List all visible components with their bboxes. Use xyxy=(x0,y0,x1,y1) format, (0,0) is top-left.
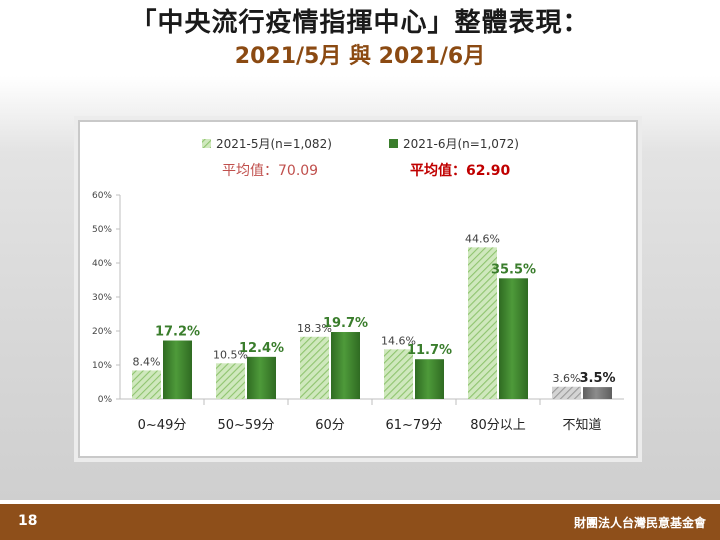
legend-label-series-2: 2021-6月(n=1,072) xyxy=(403,137,519,151)
legend-swatch-series-1 xyxy=(202,139,211,148)
y-tick-label: 60% xyxy=(92,191,112,201)
footer-bar xyxy=(0,504,720,540)
x-category-label: 0~49分 xyxy=(138,418,187,433)
bar-series-1 xyxy=(132,370,161,399)
y-tick-label: 20% xyxy=(92,327,112,337)
average-label-series-1: 平均值：70.09 xyxy=(222,163,318,179)
bar-series-2 xyxy=(415,359,444,399)
data-label-series-1: 8.4% xyxy=(133,355,161,368)
y-tick-label: 50% xyxy=(92,225,112,235)
x-category-label: 80分以上 xyxy=(470,418,526,433)
y-tick-label: 40% xyxy=(92,259,112,269)
x-category-label: 61~79分 xyxy=(386,418,443,433)
bar-series-2 xyxy=(247,356,276,399)
bar-series-1 xyxy=(552,386,581,399)
chart-frame: 2021-5月(n=1,082) 2021-6月(n=1,072) 平均值：70.0… xyxy=(78,120,638,458)
bar-series-2 xyxy=(583,387,612,399)
data-label-series-1: 44.6% xyxy=(465,232,500,245)
foundation-name: 財團法人台灣民意基金會 xyxy=(573,516,706,530)
data-label-series-2: 35.5% xyxy=(491,262,536,277)
data-label-series-2: 19.7% xyxy=(323,316,368,331)
legend: 2021-5月(n=1,082) 2021-6月(n=1,072) 平均值：70.0… xyxy=(202,137,519,179)
legend-swatch-series-2 xyxy=(389,139,398,148)
x-axis: 0~49分 50~59分 60分 61~79分 80分以上 不知道 xyxy=(138,399,602,433)
y-tick-label: 0% xyxy=(98,395,113,405)
bar-series-1 xyxy=(216,363,245,399)
data-label-series-1: 18.3% xyxy=(297,322,332,335)
data-label-series-2: 17.2% xyxy=(155,325,200,340)
data-label-series-2: 12.4% xyxy=(239,341,284,356)
data-label-series-1: 3.6% xyxy=(553,372,581,385)
legend-label-series-1: 2021-5月(n=1,082) xyxy=(216,137,332,151)
bar-series-2 xyxy=(499,278,528,399)
bar-series-1 xyxy=(300,336,329,399)
x-category-label: 50~59分 xyxy=(218,418,275,433)
data-label-series-2: 11.7% xyxy=(407,343,452,358)
bar-series-1 xyxy=(468,247,497,399)
y-tick-label: 10% xyxy=(92,361,112,371)
bar-series-2 xyxy=(163,340,192,399)
average-label-series-2: 平均值：62.90 xyxy=(410,162,511,179)
bar-series-1 xyxy=(384,349,413,399)
x-category-label: 不知道 xyxy=(562,417,601,433)
data-label-series-2: 3.5% xyxy=(579,371,615,386)
data-label-series-1: 14.6% xyxy=(381,334,416,347)
bar-series-2 xyxy=(331,332,360,399)
page-number: 18 xyxy=(18,513,38,529)
bars: 8.4% 17.2% 10.5%12.4% 18.3%19.7% 14.6%11.7% 4… xyxy=(132,232,616,399)
y-tick-label: 30% xyxy=(92,293,112,303)
data-label-series-1: 10.5% xyxy=(213,348,248,361)
x-category-label: 60分 xyxy=(315,418,345,433)
bar-chart: 2021-5月(n=1,082) 2021-6月(n=1,072) 平均值：70.0… xyxy=(92,137,624,433)
slide-title: 「中央流行疫情指揮中心」整體表現： xyxy=(130,8,590,38)
slide-subtitle: 2021/5月 與 2021/6月 xyxy=(234,44,486,69)
